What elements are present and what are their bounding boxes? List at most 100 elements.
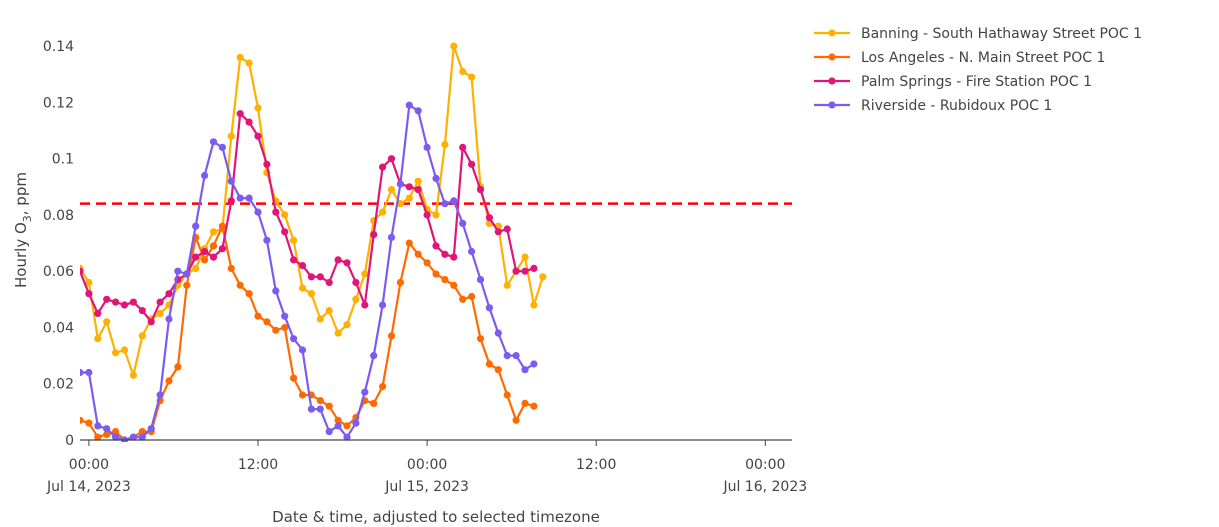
- data-point[interactable]: [494, 228, 502, 236]
- data-point[interactable]: [343, 259, 351, 267]
- data-point[interactable]: [414, 177, 422, 185]
- data-point[interactable]: [165, 315, 173, 323]
- data-point[interactable]: [120, 346, 129, 354]
- data-point[interactable]: [112, 433, 120, 441]
- data-point[interactable]: [245, 118, 253, 126]
- data-point[interactable]: [379, 382, 387, 391]
- data-point[interactable]: [192, 253, 200, 261]
- data-point[interactable]: [494, 329, 502, 337]
- data-point[interactable]: [272, 208, 280, 216]
- data-point[interactable]: [396, 180, 404, 188]
- data-point[interactable]: [290, 335, 298, 343]
- data-point[interactable]: [85, 290, 93, 298]
- data-point[interactable]: [254, 104, 262, 112]
- data-point[interactable]: [361, 270, 369, 278]
- data-point[interactable]: [281, 323, 289, 332]
- data-point[interactable]: [245, 194, 253, 202]
- data-point[interactable]: [227, 132, 235, 140]
- data-point[interactable]: [334, 422, 342, 430]
- data-point[interactable]: [530, 301, 538, 309]
- data-point[interactable]: [174, 267, 182, 275]
- data-point[interactable]: [450, 253, 458, 261]
- data-point[interactable]: [307, 290, 315, 298]
- data-point[interactable]: [423, 143, 431, 151]
- data-point[interactable]: [254, 132, 262, 140]
- data-point[interactable]: [254, 312, 262, 320]
- data-point[interactable]: [459, 219, 467, 227]
- data-point[interactable]: [112, 349, 120, 357]
- data-point[interactable]: [441, 200, 449, 208]
- data-point[interactable]: [298, 284, 307, 292]
- data-point[interactable]: [476, 186, 485, 194]
- data-point[interactable]: [476, 335, 485, 343]
- data-point[interactable]: [307, 405, 315, 413]
- data-point[interactable]: [379, 163, 387, 171]
- data-point[interactable]: [334, 256, 342, 264]
- data-point[interactable]: [503, 391, 511, 399]
- data-point[interactable]: [476, 276, 485, 284]
- data-point[interactable]: [174, 363, 182, 371]
- data-point[interactable]: [432, 174, 440, 182]
- data-point[interactable]: [343, 321, 351, 329]
- data-point[interactable]: [316, 315, 324, 323]
- data-point[interactable]: [192, 264, 200, 272]
- data-point[interactable]: [236, 194, 244, 202]
- data-point[interactable]: [227, 264, 235, 272]
- data-point[interactable]: [281, 211, 289, 219]
- data-point[interactable]: [209, 253, 218, 261]
- data-point[interactable]: [290, 256, 298, 264]
- data-point[interactable]: [530, 264, 538, 272]
- data-point[interactable]: [316, 405, 324, 413]
- data-point[interactable]: [138, 433, 146, 441]
- data-point[interactable]: [485, 214, 493, 222]
- data-point[interactable]: [85, 419, 93, 427]
- data-point[interactable]: [218, 222, 226, 230]
- data-point[interactable]: [503, 225, 511, 233]
- data-point[interactable]: [236, 53, 244, 62]
- data-point[interactable]: [414, 107, 422, 115]
- legend-item[interactable]: Banning - South Hathaway Street POC 1: [814, 26, 1142, 42]
- data-point[interactable]: [103, 295, 111, 303]
- data-point[interactable]: [298, 391, 307, 399]
- data-point[interactable]: [192, 222, 200, 230]
- data-point[interactable]: [370, 399, 378, 407]
- data-point[interactable]: [245, 290, 253, 298]
- data-point[interactable]: [325, 428, 333, 436]
- data-point[interactable]: [423, 211, 431, 219]
- data-point[interactable]: [147, 425, 155, 433]
- data-point[interactable]: [85, 368, 93, 377]
- data-point[interactable]: [183, 281, 191, 289]
- data-point[interactable]: [94, 335, 102, 343]
- data-point[interactable]: [352, 419, 360, 427]
- data-point[interactable]: [468, 292, 476, 301]
- data-point[interactable]: [209, 228, 218, 236]
- data-point[interactable]: [307, 273, 315, 281]
- data-point[interactable]: [387, 233, 396, 241]
- data-point[interactable]: [272, 326, 280, 334]
- data-point[interactable]: [156, 309, 164, 317]
- data-point[interactable]: [521, 399, 529, 407]
- data-point[interactable]: [76, 416, 84, 424]
- data-point[interactable]: [405, 183, 413, 191]
- data-point[interactable]: [468, 247, 476, 256]
- legend-item[interactable]: Los Angeles - N. Main Street POC 1: [814, 50, 1105, 66]
- data-point[interactable]: [468, 160, 476, 168]
- data-point[interactable]: [370, 352, 378, 360]
- data-point[interactable]: [290, 374, 298, 382]
- data-point[interactable]: [387, 155, 396, 163]
- data-point[interactable]: [343, 433, 351, 441]
- data-point[interactable]: [263, 236, 271, 244]
- data-point[interactable]: [254, 208, 262, 216]
- data-point[interactable]: [450, 281, 458, 289]
- data-point[interactable]: [263, 160, 271, 168]
- data-point[interactable]: [450, 42, 458, 50]
- data-point[interactable]: [129, 433, 137, 441]
- data-point[interactable]: [387, 332, 396, 340]
- data-point[interactable]: [316, 397, 324, 405]
- data-point[interactable]: [201, 247, 209, 256]
- data-point[interactable]: [503, 352, 511, 360]
- data-point[interactable]: [405, 194, 413, 202]
- data-point[interactable]: [441, 250, 449, 258]
- data-point[interactable]: [112, 298, 120, 306]
- data-point[interactable]: [361, 301, 369, 309]
